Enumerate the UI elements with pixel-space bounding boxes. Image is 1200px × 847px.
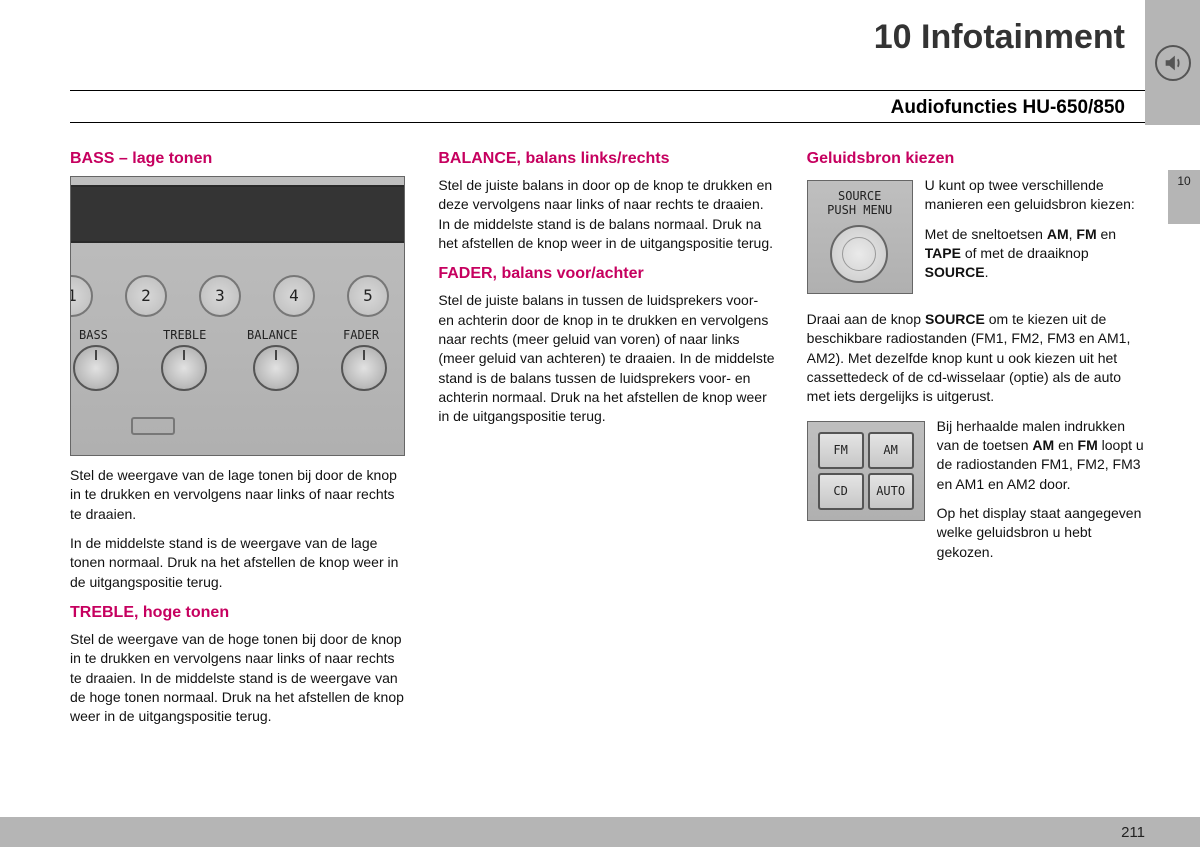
kw-source-2: SOURCE <box>925 311 985 327</box>
heading-balance: BALANCE, balans links/rechts <box>438 148 776 170</box>
btn-am: AM <box>868 432 914 469</box>
illustration-source-buttons: FM AM CD AUTO <box>807 421 925 521</box>
footer-gray-bar: 211 <box>0 817 1200 847</box>
speaker-icon <box>1155 45 1191 81</box>
side-tab: 10 <box>1168 170 1200 224</box>
source-knob-label: SOURCE PUSH MENU <box>808 189 912 218</box>
preset-5-label: 5 <box>363 285 373 307</box>
column-2: BALANCE, balans links/rechts Stel de jui… <box>438 140 776 737</box>
knob-balance <box>253 345 299 391</box>
txt: Draai aan de knop <box>807 311 925 327</box>
source-knob-line2: PUSH MENU <box>827 203 892 217</box>
kw-fm: FM <box>1076 226 1096 242</box>
chapter-heading: 10 Infotainment <box>874 18 1125 57</box>
chapter-number: 10 <box>874 18 912 56</box>
para-source-2: Draai aan de knop SOURCE om te kiezen ui… <box>807 310 1145 407</box>
knob-bass <box>73 345 119 391</box>
preset-4: 4 <box>273 275 315 317</box>
label-treble: TREBLE <box>163 327 206 344</box>
manual-page: 10 Infotainment 10 Audiofuncties HU-650/… <box>0 0 1200 847</box>
side-tab-number: 10 <box>1177 174 1190 188</box>
preset-3: 3 <box>199 275 241 317</box>
header-gray-bar <box>1145 0 1200 125</box>
btn-cd-label: CD <box>833 483 847 500</box>
column-1: BASS – lage tonen 1 2 3 4 5 BASS TREBLE … <box>70 140 408 737</box>
knob-treble <box>161 345 207 391</box>
para-source-3: Bij herhaalde malen indrukken van de toe… <box>937 417 1145 494</box>
button-grid: FM AM CD AUTO <box>818 432 914 510</box>
knob-fader <box>341 345 387 391</box>
panel-display <box>71 185 404 243</box>
kw-tape: TAPE <box>925 245 961 261</box>
txt: of met de draaiknop <box>961 245 1089 261</box>
kw-am-2: AM <box>1032 437 1054 453</box>
preset-2: 2 <box>125 275 167 317</box>
heading-fader: FADER, balans voor/achter <box>438 263 776 285</box>
source-dial <box>830 225 888 283</box>
heading-bass: BASS – lage tonen <box>70 148 408 170</box>
preset-2-label: 2 <box>141 285 151 307</box>
preset-3-label: 3 <box>215 285 225 307</box>
para-source-1a: U kunt op twee verschillende manieren ee… <box>925 176 1145 215</box>
btn-fm: FM <box>818 432 864 469</box>
btn-cd: CD <box>818 473 864 510</box>
preset-1-label: 1 <box>70 285 77 307</box>
preset-4-label: 4 <box>289 285 299 307</box>
para-source-1b: Met de sneltoetsen AM, FM en TAPE of met… <box>925 225 1145 283</box>
btn-am-label: AM <box>883 442 897 459</box>
preset-1: 1 <box>70 275 93 317</box>
para-fader: Stel de juiste balans in tussen de luids… <box>438 291 776 426</box>
illustration-sound-panel: 1 2 3 4 5 BASS TREBLE BALANCE FADER <box>70 176 405 456</box>
divider-top <box>70 90 1145 91</box>
illustration-source-knob: SOURCE PUSH MENU <box>807 180 913 294</box>
content-columns: BASS – lage tonen 1 2 3 4 5 BASS TREBLE … <box>70 140 1145 737</box>
txt: en <box>1097 226 1116 242</box>
kw-fm-2: FM <box>1078 437 1098 453</box>
para-balance: Stel de juiste balans in door op de knop… <box>438 176 776 253</box>
label-bass: BASS <box>79 327 108 344</box>
divider-under-section <box>70 122 1145 123</box>
kw-am: AM <box>1047 226 1069 242</box>
txt: en <box>1054 437 1077 453</box>
column-3: Geluidsbron kiezen SOURCE PUSH MENU U ku… <box>807 140 1145 737</box>
label-fader: FADER <box>343 327 379 344</box>
txt: Met de sneltoetsen <box>925 226 1047 242</box>
chapter-title: Infotainment <box>921 18 1125 56</box>
source-knob-line1: SOURCE <box>838 189 881 203</box>
heading-source: Geluidsbron kiezen <box>807 148 1145 170</box>
txt: . <box>985 264 989 280</box>
btn-auto: AUTO <box>868 473 914 510</box>
label-balance: BALANCE <box>247 327 298 344</box>
panel-slot <box>131 417 175 435</box>
para-treble: Stel de weergave van de hoge tonen bij d… <box>70 630 408 727</box>
kw-source: SOURCE <box>925 264 985 280</box>
preset-5: 5 <box>347 275 389 317</box>
page-number: 211 <box>1121 824 1145 841</box>
heading-treble: TREBLE, hoge tonen <box>70 602 408 624</box>
btn-auto-label: AUTO <box>876 483 905 500</box>
para-bass-1: Stel de weergave van de lage tonen bij d… <box>70 466 408 524</box>
btn-fm-label: FM <box>833 442 847 459</box>
para-source-4: Op het display staat aangegeven welke ge… <box>937 504 1145 562</box>
section-title: Audiofuncties HU-650/850 <box>891 97 1125 119</box>
para-bass-2: In de middelste stand is de weergave van… <box>70 534 408 592</box>
